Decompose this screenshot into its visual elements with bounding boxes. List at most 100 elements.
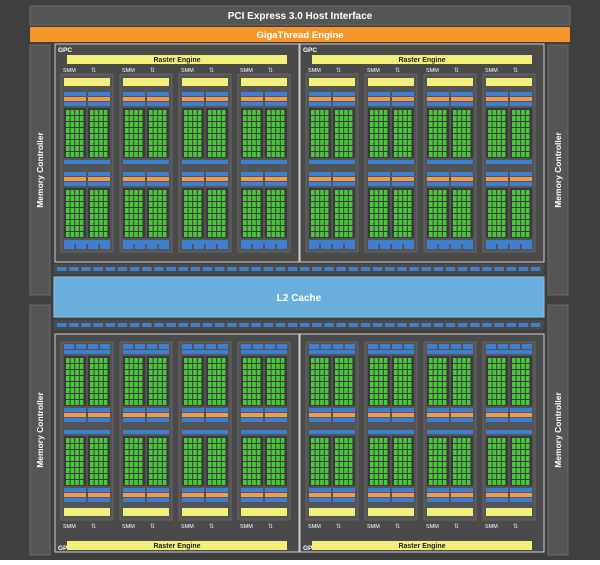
- l2-slice-block: [202, 267, 213, 271]
- cuda-core-cell: [162, 450, 167, 455]
- cuda-core-cell: [247, 146, 252, 151]
- cuda-core-cell: [370, 190, 374, 195]
- cuda-core-cell: [453, 364, 457, 369]
- dispatch-unit-bar: [123, 102, 145, 106]
- data-flow-arrow: ⇅: [91, 68, 96, 74]
- smm-label: SMM: [240, 524, 253, 530]
- cuda-core-cell: [247, 438, 252, 443]
- register-file-bar: [368, 493, 390, 497]
- cuda-core-cell: [79, 134, 84, 139]
- cuda-core-cell: [129, 202, 134, 207]
- l2-slice-block: [494, 267, 504, 271]
- register-file-bar: [241, 493, 263, 497]
- cuda-core-cell: [433, 438, 438, 443]
- cuda-core-cell: [344, 444, 348, 449]
- data-flow-arrow: ⇅: [513, 68, 518, 74]
- texture-unit-block: [76, 244, 86, 249]
- smm-label: SMM: [485, 68, 498, 74]
- cuda-core-cell: [497, 364, 501, 369]
- l2-slice-block: [57, 267, 67, 271]
- cuda-core-cell: [516, 394, 521, 399]
- cuda-core-cell: [158, 116, 162, 121]
- cuda-core-cell: [94, 394, 99, 399]
- cuda-core-cell: [247, 456, 252, 461]
- cuda-core-cell: [193, 146, 197, 151]
- cuda-core-cell: [516, 128, 521, 133]
- cuda-core-cell: [398, 468, 403, 473]
- cuda-core-cell: [457, 134, 462, 139]
- cuda-core-cell: [429, 462, 433, 467]
- cuda-core-cell: [370, 122, 374, 127]
- texture-unit-block: [265, 244, 275, 249]
- cuda-core-cell: [149, 394, 153, 399]
- cuda-core-cell: [280, 220, 285, 225]
- l2-slice-block: [348, 267, 359, 271]
- cuda-core-cell: [162, 232, 167, 237]
- cuda-core-cell: [184, 128, 188, 133]
- cuda-core-cell: [217, 116, 221, 121]
- cuda-core-cell: [379, 214, 383, 219]
- data-flow-arrow: ⇅: [91, 524, 96, 530]
- cuda-core-cell: [70, 116, 75, 121]
- cuda-core-cell: [344, 146, 348, 151]
- cuda-core-cell: [501, 438, 506, 443]
- dispatch-unit-bar: [147, 102, 169, 106]
- cuda-core-cell: [208, 140, 212, 145]
- load-store-bar: [241, 240, 287, 244]
- cuda-core-cell: [99, 232, 103, 237]
- cuda-core-cell: [339, 190, 344, 195]
- cuda-core-cell: [70, 358, 75, 363]
- cuda-core-cell: [129, 480, 134, 485]
- cuda-core-cell: [129, 376, 134, 381]
- cuda-core-cell: [383, 146, 388, 151]
- cuda-core-cell: [153, 202, 158, 207]
- cuda-core-cell: [433, 444, 438, 449]
- cuda-core-cell: [221, 190, 226, 195]
- cuda-core-cell: [466, 364, 471, 369]
- cuda-core-cell: [280, 226, 285, 231]
- cuda-core-cell: [75, 140, 79, 145]
- cuda-core-cell: [370, 400, 374, 405]
- cuda-core-cell: [267, 438, 271, 443]
- register-file-bar: [88, 97, 110, 101]
- cuda-core-cell: [492, 122, 497, 127]
- cuda-core-cell: [442, 450, 447, 455]
- cuda-core-cell: [94, 196, 99, 201]
- cuda-core-cell: [525, 220, 530, 225]
- cuda-core-cell: [462, 400, 466, 405]
- cuda-core-cell: [438, 116, 442, 121]
- cuda-core-cell: [374, 110, 379, 115]
- cuda-core-cell: [429, 376, 433, 381]
- cuda-core-cell: [280, 388, 285, 393]
- cuda-core-cell: [276, 400, 280, 405]
- cuda-core-cell: [125, 190, 129, 195]
- register-file-bar: [241, 413, 263, 417]
- cuda-core-cell: [256, 214, 261, 219]
- cuda-core-cell: [370, 152, 374, 157]
- cuda-core-cell: [90, 196, 94, 201]
- cuda-core-cell: [158, 232, 162, 237]
- register-file-bar: [206, 493, 228, 497]
- cuda-core-cell: [320, 220, 324, 225]
- cuda-core-cell: [153, 134, 158, 139]
- cuda-core-cell: [315, 438, 320, 443]
- cuda-core-cell: [488, 116, 492, 121]
- cuda-core-cell: [379, 134, 383, 139]
- cuda-core-cell: [462, 152, 466, 157]
- l2-slice-block: [202, 323, 213, 327]
- cuda-core-cell: [370, 438, 374, 443]
- texture-unit-block: [510, 344, 520, 349]
- cuda-core-cell: [457, 226, 462, 231]
- l2-slice-block: [166, 323, 176, 327]
- cuda-core-cell: [501, 388, 506, 393]
- cuda-core-cell: [488, 394, 492, 399]
- cuda-core-cell: [324, 480, 329, 485]
- cuda-core-cell: [129, 462, 134, 467]
- cuda-core-cell: [217, 462, 221, 467]
- cuda-core-cell: [256, 480, 261, 485]
- cuda-core-cell: [158, 196, 162, 201]
- cuda-core-cell: [158, 202, 162, 207]
- cuda-core-cell: [462, 122, 466, 127]
- cuda-core-cell: [457, 480, 462, 485]
